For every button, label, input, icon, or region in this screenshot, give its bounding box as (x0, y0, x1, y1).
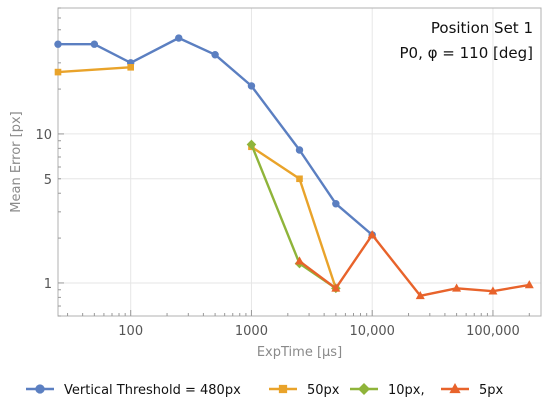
data-point (54, 68, 62, 76)
legend-label: 5px (479, 383, 504, 398)
data-point (367, 230, 377, 239)
legend-item: 5px (441, 383, 504, 398)
data-point (295, 146, 304, 154)
legend-label: 10px, (388, 383, 425, 398)
legend-item: Vertical Threshold = 480px (26, 383, 241, 398)
data-point (524, 280, 534, 289)
annotation-line: P0, φ = 110 [deg] (400, 44, 534, 62)
data-point (54, 40, 62, 48)
data-point (331, 283, 341, 292)
data-point (211, 51, 219, 59)
series-line (58, 36, 373, 236)
annotation: Position Set 1 P0, φ = 110 [deg] (400, 19, 534, 62)
series-line (250, 145, 337, 289)
plot-frame (57, 7, 542, 317)
series-line (250, 143, 337, 290)
data-point (296, 175, 303, 183)
data-point (332, 200, 340, 208)
data-point (452, 283, 462, 292)
x-tick-label: 1000 (235, 324, 268, 339)
annotation-line: Position Set 1 (431, 19, 533, 37)
data-point (415, 290, 425, 300)
series-1 (54, 63, 134, 76)
series-3 (246, 139, 341, 294)
data-point (295, 256, 304, 265)
series-line (57, 66, 131, 74)
data-point (127, 63, 134, 71)
data-point (90, 40, 99, 48)
data-point (488, 286, 498, 295)
x-tick-label: 100,000 (466, 324, 520, 339)
legend: Vertical Threshold = 480px 50px 10px, 5px (26, 383, 504, 398)
series-line (298, 233, 530, 297)
data-point (175, 34, 183, 42)
legend-item: 10px, (350, 383, 425, 398)
axis-ticks: 100 1000 10,000 100,000 1 5 10 (35, 7, 530, 339)
x-axis-label: ExpTime [μs] (257, 345, 342, 360)
y-tick-label: 5 (44, 173, 52, 188)
legend-label: Vertical Threshold = 480px (64, 383, 241, 398)
y-tick-label: 1 (44, 277, 52, 292)
legend-swatch-marker (358, 383, 370, 395)
legend-swatch-marker (278, 384, 288, 394)
legend-item: 50px (269, 383, 340, 398)
y-tick-label: 10 (35, 128, 52, 143)
data-point (246, 139, 257, 150)
x-tick-label: 10,000 (349, 324, 395, 339)
data-point (247, 82, 256, 90)
legend-label: 50px (307, 383, 340, 398)
y-axis-label: Mean Error [px] (9, 111, 24, 212)
series-0 (54, 34, 376, 239)
series-layer (54, 34, 534, 300)
legend-swatch-marker (449, 383, 461, 394)
legend-swatch-marker (35, 384, 45, 394)
x-tick-label: 100 (118, 324, 143, 339)
series-2 (248, 143, 340, 292)
series-4 (295, 230, 534, 300)
